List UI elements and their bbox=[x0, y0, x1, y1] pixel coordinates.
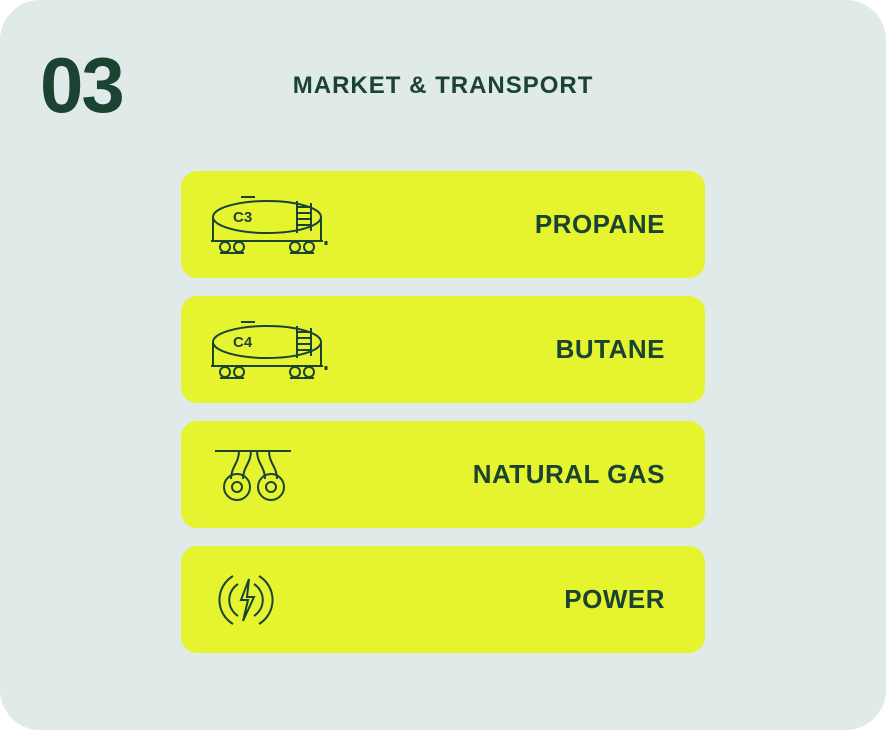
pipeline-icon bbox=[211, 440, 351, 510]
list-item-butane: C4 BUTANE bbox=[181, 296, 705, 403]
item-label: NATURAL GAS bbox=[473, 459, 665, 490]
list-item-natural-gas: NATURAL GAS bbox=[181, 421, 705, 528]
svg-text:C4: C4 bbox=[233, 334, 253, 351]
railcar-c4-icon: C4 bbox=[211, 315, 351, 385]
item-label: BUTANE bbox=[556, 334, 665, 365]
list-item-propane: C3 PROPANE bbox=[181, 171, 705, 278]
section-title: MARKET & TRANSPORT bbox=[293, 72, 594, 100]
card-header: 03 MARKET & TRANSPORT bbox=[40, 40, 846, 131]
railcar-c3-icon: C3 bbox=[211, 190, 351, 260]
list-item-power: POWER bbox=[181, 546, 705, 653]
item-label: PROPANE bbox=[535, 209, 665, 240]
power-bolt-icon bbox=[211, 565, 351, 635]
product-list: C3 PROPANE bbox=[181, 171, 705, 653]
market-transport-card: 03 MARKET & TRANSPORT bbox=[0, 0, 886, 730]
section-number: 03 bbox=[40, 40, 123, 131]
svg-text:C3: C3 bbox=[233, 209, 252, 226]
item-label: POWER bbox=[564, 584, 665, 615]
